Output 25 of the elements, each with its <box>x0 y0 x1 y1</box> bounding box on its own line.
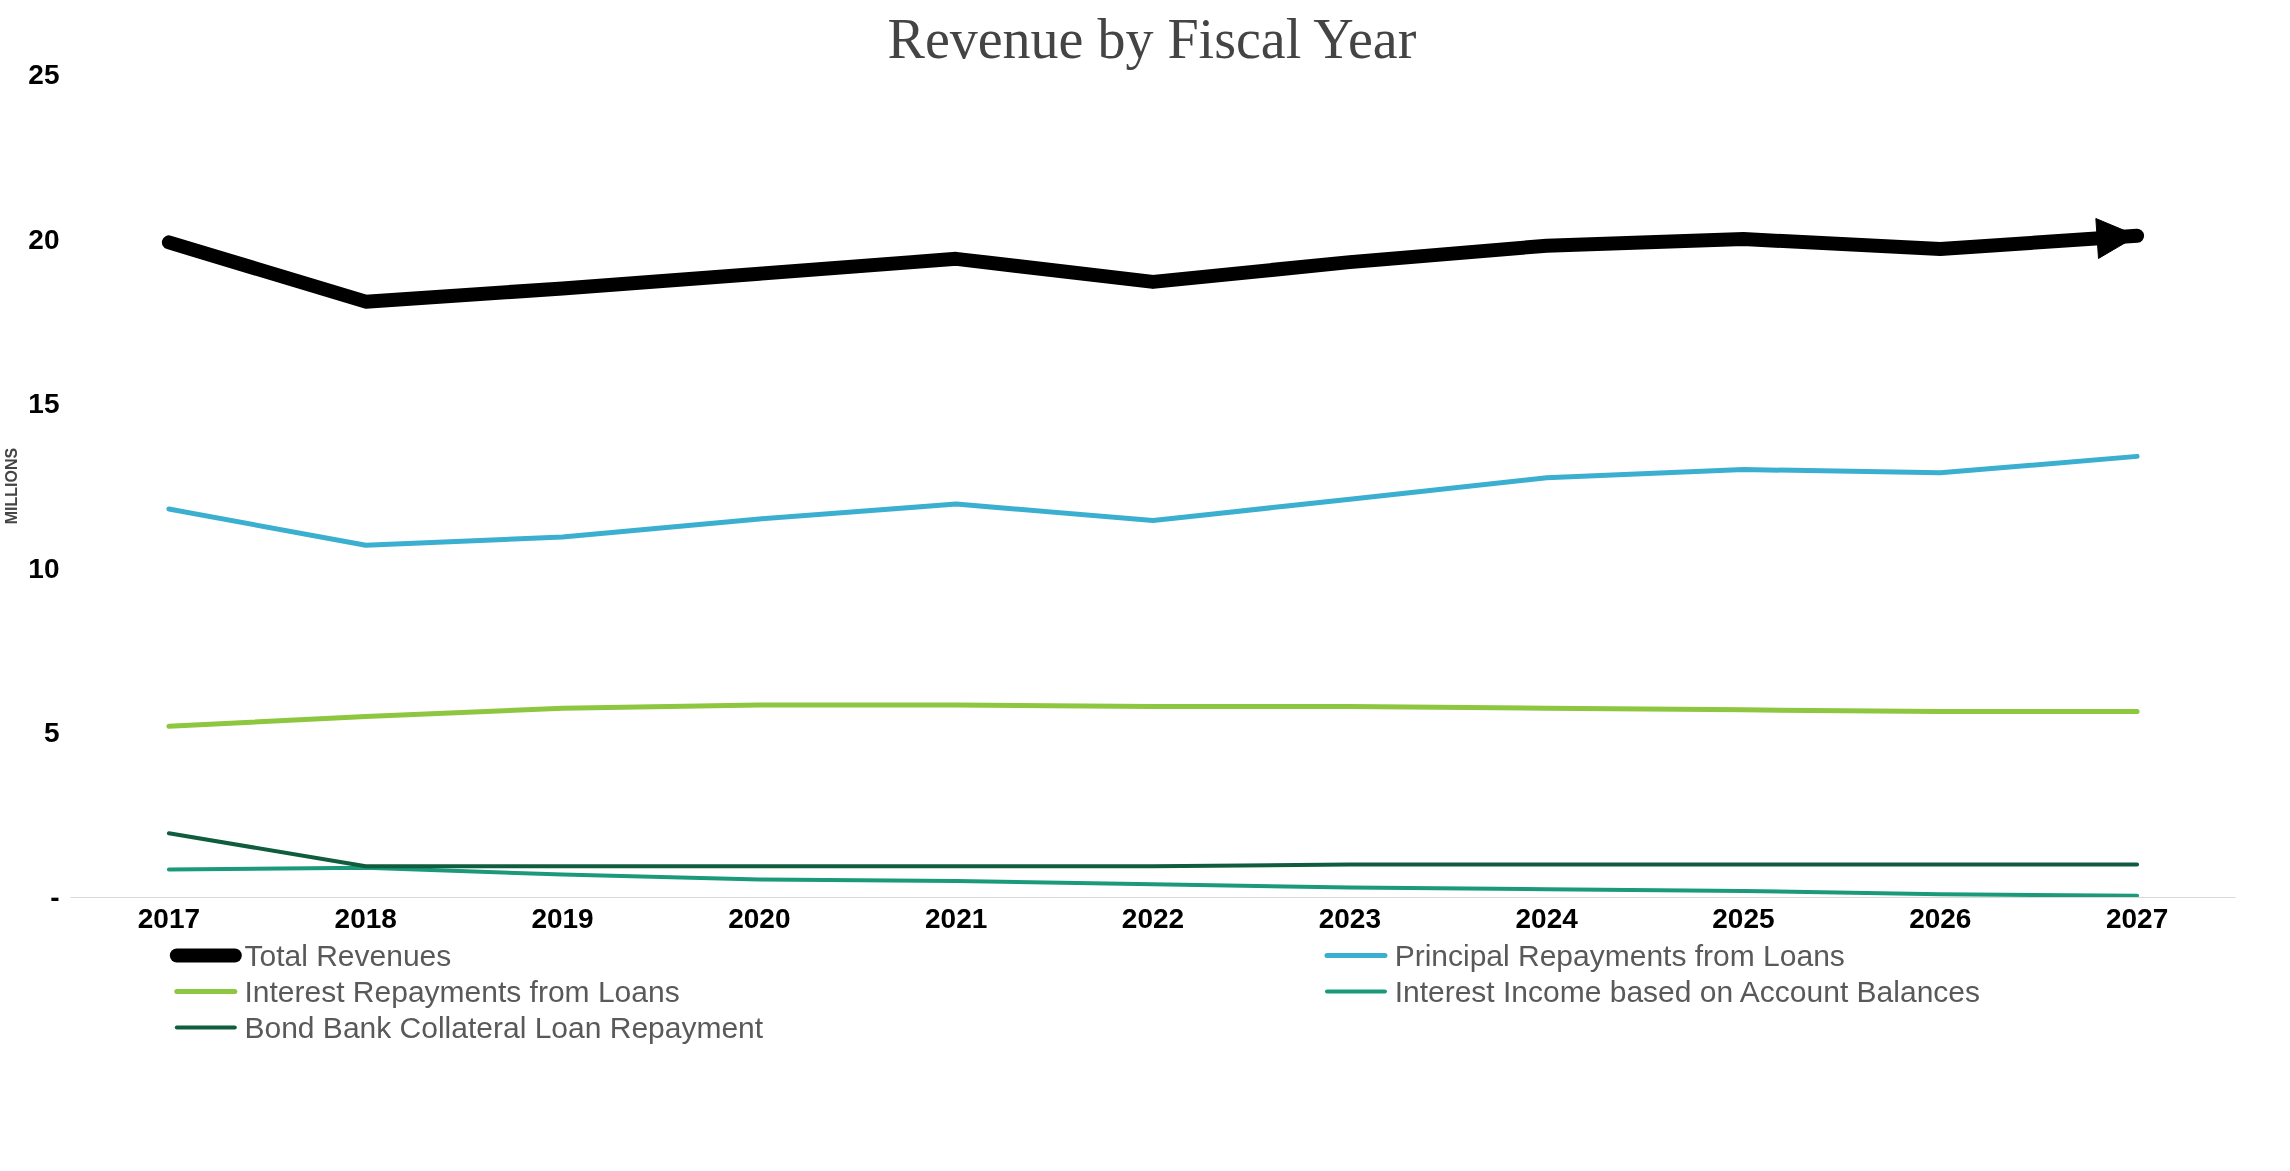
y-tick-label: 15 <box>28 388 60 420</box>
x-tick-label: 2025 <box>1712 902 1775 934</box>
x-tick-label: 2021 <box>925 902 988 934</box>
y-tick-label: 20 <box>28 223 60 255</box>
x-tick-label: 2027 <box>2105 902 2169 934</box>
x-tick-label: 2023 <box>1318 902 1381 934</box>
y-tick-label: 25 <box>28 59 60 90</box>
x-tick-label: 2020 <box>728 902 791 934</box>
x-tick-label: 2024 <box>1515 902 1579 934</box>
x-tick-label: 2026 <box>1909 902 1972 934</box>
x-tick-label: 2017 <box>137 902 201 934</box>
x-tick-label: 2019 <box>531 902 594 934</box>
legend-label: Bond Bank Collateral Loan Repayment <box>244 1011 764 1044</box>
y-tick-label: 10 <box>28 552 60 584</box>
y-axis-title: MILLIONS <box>3 447 21 525</box>
legend-label: Total Revenues <box>244 939 452 972</box>
x-tick-label: 2022 <box>1121 902 1185 934</box>
legend-label: Principal Repayments from Loans <box>1394 939 1845 972</box>
legend-label: Interest Repayments from Loans <box>244 975 680 1008</box>
chart-title: Revenue by Fiscal Year <box>887 7 1417 70</box>
x-tick-label: 2018 <box>334 902 397 934</box>
line-series <box>166 865 2140 898</box>
legend-label: Interest Income based on Account Balances <box>1394 975 1980 1008</box>
y-tick-label: 5 <box>43 717 60 749</box>
y-tick-label: - <box>50 882 60 913</box>
